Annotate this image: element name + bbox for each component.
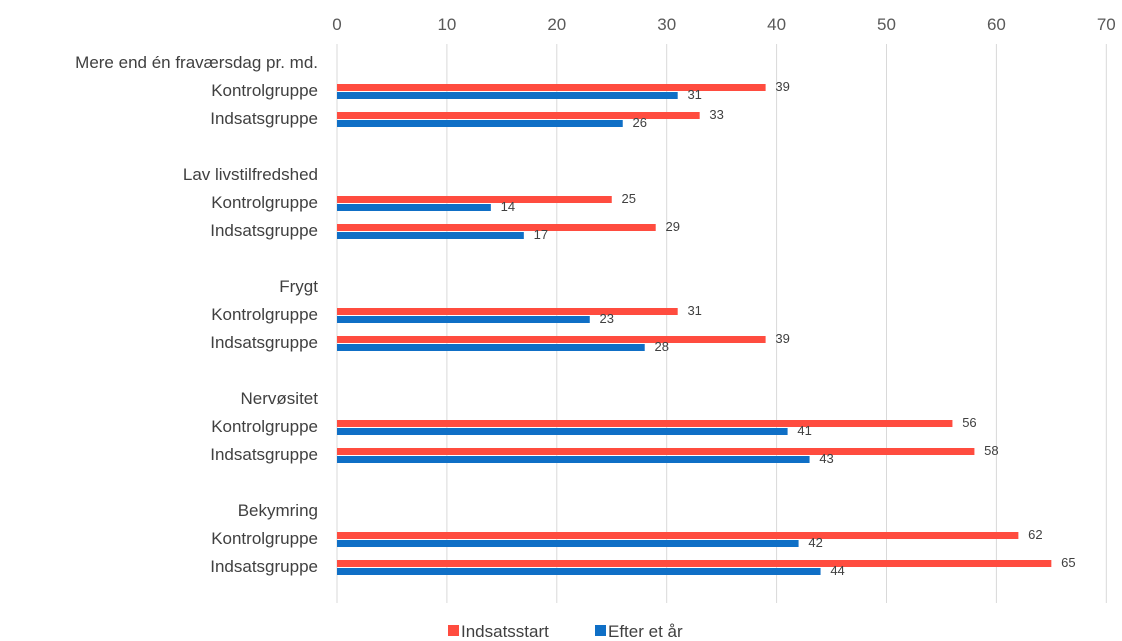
subcategory-label: Indsatsgruppe xyxy=(210,333,318,352)
data-label: 31 xyxy=(687,87,701,102)
bar xyxy=(337,568,821,575)
data-label: 39 xyxy=(775,79,789,94)
bar xyxy=(337,92,678,99)
data-label: 42 xyxy=(808,535,822,550)
bar xyxy=(337,344,645,351)
data-label: 17 xyxy=(534,227,548,242)
subcategory-label: Kontrolgruppe xyxy=(211,529,318,548)
legend: Indsatsstart Efter et år xyxy=(448,622,683,641)
bar xyxy=(337,204,491,211)
bar xyxy=(337,112,700,119)
legend-label-indsatsstart: Indsatsstart xyxy=(461,622,549,641)
subcategory-label: Kontrolgruppe xyxy=(211,305,318,324)
bar xyxy=(337,308,678,315)
data-label: 25 xyxy=(622,191,636,206)
bar xyxy=(337,448,975,455)
data-label: 43 xyxy=(819,451,833,466)
group-label: Frygt xyxy=(279,277,318,296)
bar xyxy=(337,540,799,547)
group-label: Mere end én fraværsdag pr. md. xyxy=(75,53,318,72)
bar xyxy=(337,532,1019,539)
data-label: 44 xyxy=(830,563,844,578)
bar xyxy=(337,420,953,427)
group-label: Bekymring xyxy=(238,501,318,520)
data-label: 26 xyxy=(633,115,647,130)
x-tick-label-60: 60 xyxy=(987,15,1006,34)
subcategory-label: Kontrolgruppe xyxy=(211,81,318,100)
subcategory-label: Indsatsgruppe xyxy=(210,557,318,576)
x-tick-label-10: 10 xyxy=(437,15,456,34)
x-tick-label-0: 0 xyxy=(332,15,341,34)
bar xyxy=(337,316,590,323)
x-tick-label-70: 70 xyxy=(1097,15,1116,34)
subcategory-label: Kontrolgruppe xyxy=(211,417,318,436)
data-label: 65 xyxy=(1061,555,1075,570)
data-label: 29 xyxy=(665,219,679,234)
data-label: 28 xyxy=(654,339,668,354)
bars xyxy=(337,84,1052,575)
subcategory-label: Indsatsgruppe xyxy=(210,109,318,128)
subcategory-label: Indsatsgruppe xyxy=(210,445,318,464)
data-label: 23 xyxy=(600,311,614,326)
legend-swatch-efter-et-aar xyxy=(595,625,606,636)
legend-swatch-indsatsstart xyxy=(448,625,459,636)
bar xyxy=(337,336,766,343)
bar xyxy=(337,196,612,203)
bar xyxy=(337,224,656,231)
data-label: 58 xyxy=(984,443,998,458)
bar xyxy=(337,560,1052,567)
group-label: Nervøsitet xyxy=(241,389,319,408)
subcategory-label: Kontrolgruppe xyxy=(211,193,318,212)
bar xyxy=(337,428,788,435)
subcategory-label: Indsatsgruppe xyxy=(210,221,318,240)
x-tick-label-20: 20 xyxy=(547,15,566,34)
data-label: 14 xyxy=(501,199,515,214)
data-label: 31 xyxy=(687,303,701,318)
data-labels: 39 31 33 26 25 14 29 17 31 23 39 28 56 41 58 43 62 42 65 44 xyxy=(501,79,1076,578)
data-label: 56 xyxy=(962,415,976,430)
x-axis-ticks: 0 10 20 30 40 50 60 70 xyxy=(332,15,1115,34)
group-label: Lav livstilfredshed xyxy=(183,165,318,184)
x-tick-label-40: 40 xyxy=(767,15,786,34)
data-label: 39 xyxy=(775,331,789,346)
legend-label-efter-et-aar: Efter et år xyxy=(608,622,683,641)
x-tick-label-30: 30 xyxy=(657,15,676,34)
data-label: 62 xyxy=(1028,527,1042,542)
bar xyxy=(337,232,524,239)
bar xyxy=(337,84,766,91)
data-label: 33 xyxy=(709,107,723,122)
bar xyxy=(337,120,623,127)
x-tick-label-50: 50 xyxy=(877,15,896,34)
gridlines xyxy=(336,44,1107,603)
category-labels: Mere end én fraværsdag pr. md. Kontrolgru… xyxy=(75,53,318,576)
data-label: 41 xyxy=(797,423,811,438)
bar xyxy=(337,456,810,463)
